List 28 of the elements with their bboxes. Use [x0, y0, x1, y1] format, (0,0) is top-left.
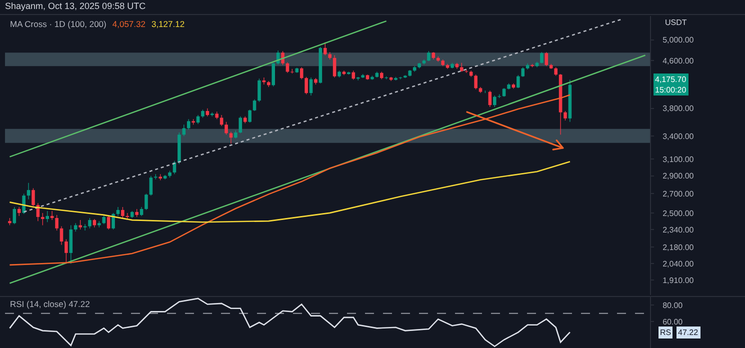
text: 4,175.70 — [655, 75, 687, 84]
y-tick-label: 5,000.00 — [662, 36, 694, 45]
y-tick-label: 3,800.00 — [662, 104, 694, 114]
line-series — [9, 298, 571, 347]
text: 4,057.32 — [112, 19, 146, 29]
text: 15:00:20 — [655, 85, 687, 94]
text: RS — [660, 328, 672, 337]
y-tick-label: 2,040.00 — [662, 260, 694, 269]
chart-title: Shayanm, Oct 13, 2025 09:58 UTC — [5, 1, 146, 11]
y-tick-label: 2,900.00 — [662, 172, 694, 181]
y-tick-label: 2,340.00 — [662, 225, 694, 234]
candlestick — [26, 182, 30, 200]
y-tick-label: 2,500.00 — [662, 208, 694, 218]
chart-title: RSI (14, close) 47.22 — [10, 299, 90, 309]
y-tick-label: 80.00 — [662, 300, 684, 310]
text: 47.22 — [678, 328, 699, 337]
y-tick-label: 1,910.00 — [662, 276, 694, 285]
candlestick — [229, 132, 233, 144]
y-tick-label: 2,700.00 — [662, 190, 694, 199]
y-axis-title: USDT — [665, 18, 687, 27]
y-tick-label: 4,600.00 — [662, 56, 694, 66]
y-tick-label: 3,400.00 — [662, 132, 694, 141]
text: 3,127.12 — [151, 19, 185, 29]
y-tick-label: 3,100.00 — [662, 155, 694, 164]
y-tick-label: 60.00 — [662, 317, 684, 326]
chart-subtitle: MA Cross · 1D (100, 200) — [10, 19, 106, 29]
y-tick-label: 2,180.00 — [662, 242, 694, 252]
line-series — [9, 160, 571, 223]
